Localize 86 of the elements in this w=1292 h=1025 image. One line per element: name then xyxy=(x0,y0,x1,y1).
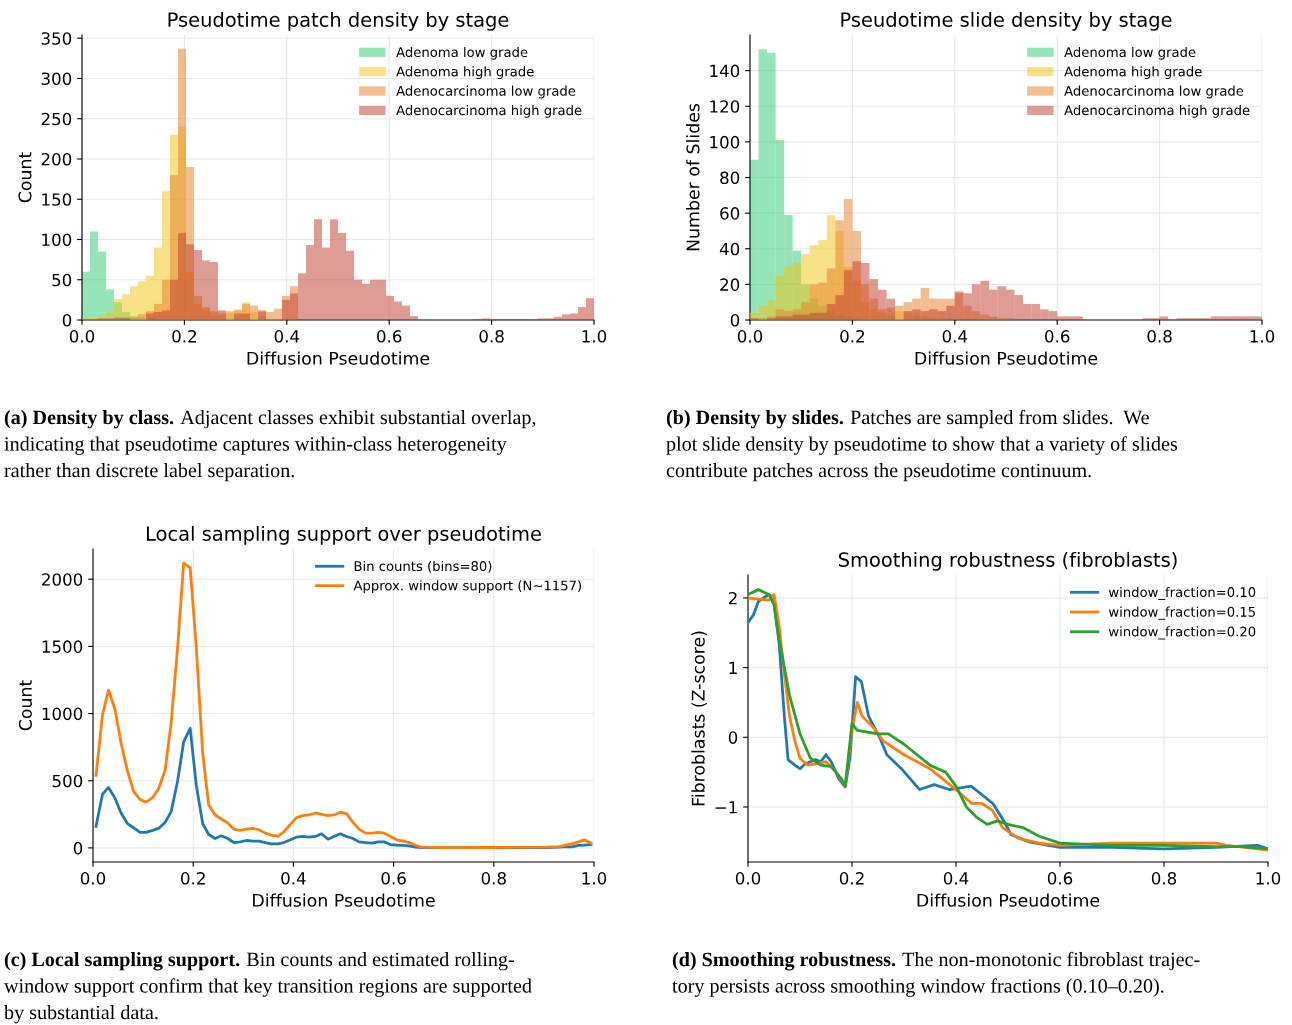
legend-label: Adenoma high grade xyxy=(1064,66,1202,80)
text: Adjacent classes exhibit substantial overlap, xyxy=(180,410,536,429)
text: (c) Local sampling support. xyxy=(4,952,240,971)
text: The non-monotonic fibroblast trajec- xyxy=(902,951,1200,971)
chart-title: Pseudotime slide density by stage xyxy=(841,11,1172,31)
x-tick-label: 0.8 xyxy=(1151,872,1177,885)
x-tick-label: 0.2 xyxy=(172,330,196,343)
y-tick-label: 0 xyxy=(730,313,740,327)
text: Bin counts and estimated rolling- xyxy=(246,952,514,971)
x-tick-label: 0.0 xyxy=(69,330,95,343)
y-tick-label: 100 xyxy=(42,233,72,247)
legend-label: Approx. window support (N~1157) xyxy=(353,580,581,594)
y-tick-label: 1500 xyxy=(42,640,83,653)
x-tick-label: 0.4 xyxy=(281,872,306,885)
legend-label: window_fraction=0.10 xyxy=(1108,586,1256,601)
y-tick-label: 120 xyxy=(710,100,740,113)
x-tick-label: 0.8 xyxy=(481,872,506,885)
legend-label: window_fraction=0.20 xyxy=(1108,626,1256,640)
y-tick-label: 0 xyxy=(728,731,738,744)
legend-label: window_fraction=0.15 xyxy=(1108,606,1255,620)
text: (a) Density by class. xyxy=(4,410,174,429)
y-tick-label: 140 xyxy=(710,64,740,78)
chart-title: Local sampling support over pseudotime xyxy=(146,525,541,545)
legend-label: Adenoma low grade xyxy=(396,46,528,60)
text: plot slide density by pseudotime to show that a variety of slides contribute patches across the pseudotime continuum. xyxy=(666,436,1178,482)
x-tick-label: 0.4 xyxy=(942,330,968,343)
x-tick-label: 0.2 xyxy=(840,330,864,343)
y-tick-label: 2 xyxy=(728,591,737,605)
y-tick-label: −1 xyxy=(715,801,737,814)
y-tick-label: 300 xyxy=(41,72,72,86)
y-tick-label: 80 xyxy=(720,171,740,185)
x-tick-label: 0.0 xyxy=(735,872,761,885)
x-axis-title: Diffusion Pseudotime xyxy=(247,351,430,365)
x-tick-label: 0.2 xyxy=(181,872,205,885)
y-axis-title: Fibroblasts (Z-score) xyxy=(691,631,707,806)
y-axis-title: Count xyxy=(18,680,32,731)
y-axis-title: Count xyxy=(18,152,32,203)
y-tick-label: 0 xyxy=(73,841,83,855)
y-tick-label: 250 xyxy=(41,112,72,126)
legend-label: Adenoma low grade xyxy=(1064,46,1196,60)
y-tick-label: 500 xyxy=(52,774,83,788)
x-tick-label: 0.6 xyxy=(1047,872,1073,885)
x-axis-title: Diffusion Pseudotime xyxy=(253,893,435,907)
y-tick-label: 60 xyxy=(720,207,740,220)
x-tick-label: 0.2 xyxy=(839,872,864,885)
x-tick-label: 0.6 xyxy=(381,872,406,885)
x-tick-label: 0.6 xyxy=(1045,330,1070,343)
legend-label: Adenocarcinoma high grade xyxy=(396,104,582,118)
legend-label: Adenocarcinoma high grade xyxy=(1064,104,1250,118)
text: window support confirm that key transition regions are supported by substantial data. xyxy=(4,978,532,1024)
chart-title: Smoothing robustness (fibroblasts) xyxy=(838,551,1177,571)
x-tick-label: 0.8 xyxy=(479,330,504,343)
x-axis-title: Diffusion Pseudotime xyxy=(917,893,1100,907)
y-tick-label: 100 xyxy=(710,135,740,149)
x-tick-label: 0.0 xyxy=(80,872,106,885)
x-tick-label: 0.4 xyxy=(274,330,300,343)
y-tick-label: 200 xyxy=(41,152,72,166)
y-tick-label: 40 xyxy=(719,242,740,256)
y-tick-label: 0 xyxy=(62,313,72,327)
y-tick-label: 50 xyxy=(52,273,72,287)
text: indicating that pseudotime captures within-class heterogeneity rather than discrete label separation. xyxy=(4,436,507,482)
text: (b) Density by slides. xyxy=(666,410,844,429)
x-tick-label: 0.6 xyxy=(377,330,402,343)
text: Patches are sampled from slides. We xyxy=(850,409,1149,429)
x-tick-label: 1.0 xyxy=(1250,330,1275,343)
text: tory persists across smoothing window fractions (0.10–0.20). xyxy=(672,978,1164,997)
y-tick-label: 150 xyxy=(42,193,72,206)
x-tick-label: 0.4 xyxy=(943,872,969,885)
x-tick-label: 0.0 xyxy=(737,330,763,343)
legend-label: Bin counts (bins=80) xyxy=(354,560,492,573)
chart-title: Pseudotime patch density by stage xyxy=(168,11,509,31)
legend-label: Adenoma high grade xyxy=(396,66,534,80)
x-tick-label: 0.8 xyxy=(1147,330,1172,343)
y-tick-label: 1000 xyxy=(42,707,83,721)
y-tick-label: 20 xyxy=(720,278,740,291)
y-tick-label: 2000 xyxy=(42,573,83,586)
legend-label: Adenocarcinoma low grade xyxy=(1064,85,1244,99)
x-tick-label: 1.0 xyxy=(582,330,607,343)
y-axis-title: Number of Slides xyxy=(686,103,700,251)
legend-label: Adenocarcinoma low grade xyxy=(396,85,576,99)
y-tick-label: 1 xyxy=(729,661,737,674)
x-axis-title: Diffusion Pseudotime xyxy=(915,351,1098,365)
y-tick-label: 350 xyxy=(41,32,72,45)
x-tick-label: 1.0 xyxy=(582,872,607,885)
x-tick-label: 1.0 xyxy=(1256,872,1281,885)
text: (d) Smoothing robustness. xyxy=(672,952,896,971)
